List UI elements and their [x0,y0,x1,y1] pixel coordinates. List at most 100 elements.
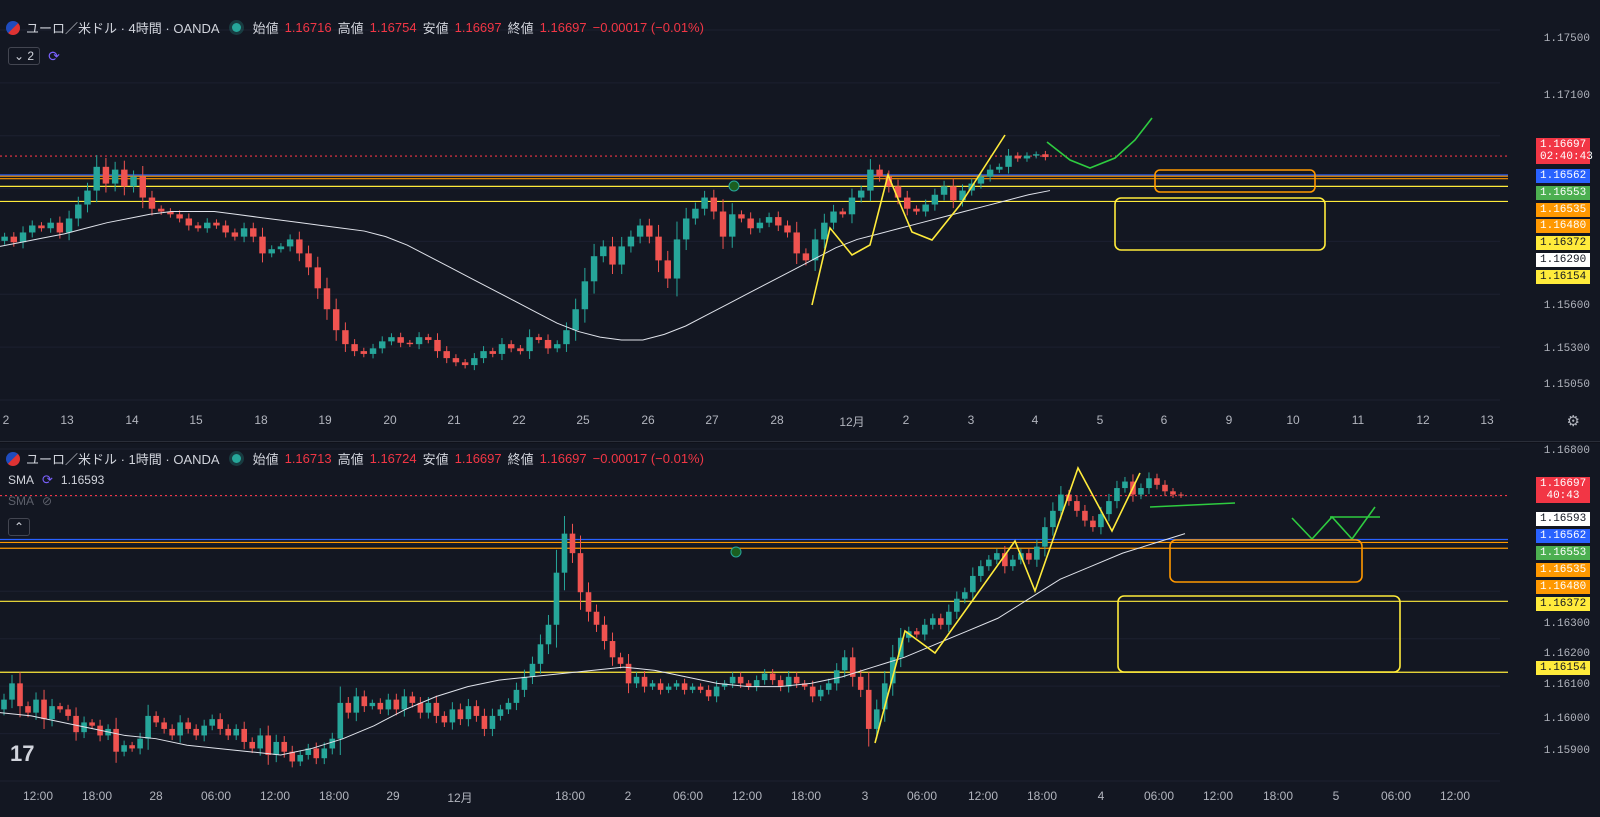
time-axis-label: 18:00 [554,789,586,803]
time-axis-label: 18:00 [790,789,822,803]
candle-body [609,246,616,265]
layers-toggle-button[interactable]: ⌄ 2 [8,47,41,65]
time-axis-label: 9 [1225,413,1233,427]
candle-body [93,166,100,191]
ohlc-open-value: 1.16713 [284,451,332,466]
chart-pane-1h[interactable]: ユーロ／米ドル · 1時間 · OANDA 始値 1.16713 高値 1.1672… [0,443,1600,817]
price-tag[interactable]: 1.16562 [1536,529,1590,543]
candle-body [673,239,681,279]
candle-body [461,362,469,366]
candle-body [345,702,352,713]
price-tag-value: 1.16372 [1540,237,1587,249]
candle-body [497,709,504,716]
price-tag[interactable]: 1.16593 [1536,512,1590,526]
candle-body [513,689,520,703]
sma-label[interactable]: SMA [8,473,35,487]
chart-canvas-4h[interactable] [0,0,1600,441]
candle-body [201,725,207,736]
sma2-label[interactable]: SMA [8,494,35,508]
candle-body [665,686,672,690]
time-axis-label: 06:00 [1143,789,1175,803]
candle-body [692,208,699,219]
price-tag-value: 1.16480 [1540,581,1587,593]
candle-body [1146,478,1152,489]
price-tag[interactable]: 1.16372 [1536,236,1590,250]
sma-line [0,190,1051,341]
price-tag[interactable]: 1.16372 [1536,597,1590,611]
candle-body [167,211,174,215]
indicator-row: ⌄ 2 ⟳ [8,47,60,65]
candle-body [102,166,110,184]
price-tag[interactable]: 1.16154 [1536,661,1590,675]
drawn-projection [1291,506,1376,541]
candle-body [636,225,644,237]
candle-body [259,236,266,254]
candle-body [849,657,856,677]
candle-body [498,344,506,354]
price-tag[interactable]: 1.16562 [1536,169,1590,183]
ohlc-low-label: 安値 [422,452,449,467]
candle-body [784,225,791,233]
candle-body [305,748,312,755]
candle-body [233,728,240,736]
price-tag-value: 1.16372 [1540,598,1587,610]
candle-body [10,236,18,243]
price-tag[interactable]: 1.16697 02:40:43 [1536,138,1593,164]
price-tag[interactable]: 1.16290 [1536,253,1590,267]
candle-body [1066,494,1072,502]
sync-icon[interactable]: ⟳ [42,472,53,487]
price-tag[interactable]: 1.16553 [1536,546,1590,560]
eye-hidden-icon[interactable]: ⊘ [42,494,53,508]
chart-pane-4h[interactable]: ユーロ／米ドル · 4時間 · OANDA 始値 1.16716 高値 1.1675… [0,0,1600,442]
market-status-icon [231,23,241,32]
collapse-button[interactable]: ⌃ [8,518,31,536]
price-tag-value: 1.16480 [1540,220,1587,232]
candle-body [839,211,846,215]
price-tag[interactable]: 1.16553 [1536,186,1590,200]
time-axis-label: 11 [1351,413,1365,427]
candle-body [17,683,23,707]
candle-body [738,214,745,219]
price-tag[interactable]: 1.16697 40:43 [1536,477,1590,503]
price-tag[interactable]: 1.16535 [1536,203,1590,217]
candle-body [75,204,82,219]
chart-canvas-1h[interactable] [0,443,1600,817]
price-tag[interactable]: 1.16480 [1536,219,1590,233]
candle-body [240,228,248,237]
candle-body [452,358,460,363]
candle-body [313,748,320,759]
price-axis-label: 1.16200 [1543,648,1590,660]
candle-body [793,676,800,684]
candle-body [434,339,441,352]
countdown-timer: 02:40:43 [1540,151,1593,163]
price-axis-label: 1.17100 [1543,90,1590,102]
candle-body [277,246,285,250]
price-tag[interactable]: 1.16154 [1536,270,1590,284]
event-marker [728,180,740,192]
candle-body [25,706,31,713]
candle-body [529,663,536,677]
candle-body [169,728,175,736]
settings-gear-icon[interactable]: ⚙ [1566,413,1580,430]
symbol-title[interactable]: ユーロ／米ドル · 4時間 · OANDA [26,21,220,36]
time-axis-label: 18 [254,413,268,427]
price-axis-label: 1.16000 [1543,713,1590,725]
ohlc-high-value: 1.16754 [369,20,417,35]
candle-body [945,611,952,625]
candle-body [1014,155,1021,159]
sync-icon[interactable]: ⟳ [48,47,60,64]
candle-body [577,553,584,593]
candle-body [257,735,264,749]
candle-body [1034,546,1040,560]
event-marker [730,546,742,558]
candle-body [664,260,671,279]
candle-body [721,683,728,687]
price-tag[interactable]: 1.16535 [1536,563,1590,577]
time-axis-label: 12:00 [731,789,763,803]
candle-body [627,236,635,247]
price-tag[interactable]: 1.16480 [1536,580,1590,594]
time-axis-label: 13 [1480,413,1494,427]
symbol-title-1h[interactable]: ユーロ／米ドル · 1時間 · OANDA [26,452,220,467]
time-axis-label: 27 [705,413,719,427]
candle-body [250,228,257,237]
